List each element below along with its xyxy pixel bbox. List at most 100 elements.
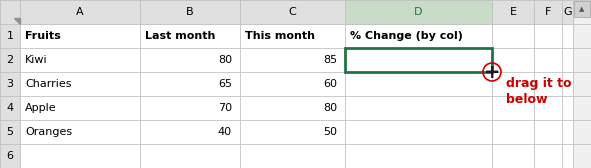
Bar [492, 72, 534, 96]
Bar [573, 120, 591, 144]
Bar [0, 48, 20, 72]
Bar [240, 0, 345, 24]
Bar [345, 96, 492, 120]
Bar [492, 144, 534, 168]
Bar [0, 120, 20, 144]
Bar [573, 48, 591, 72]
Bar [492, 0, 534, 24]
Bar [573, 120, 591, 144]
Text: F: F [545, 7, 551, 17]
Text: Charries: Charries [25, 79, 72, 89]
Text: 6%: 6% [466, 55, 484, 65]
Bar [492, 24, 534, 48]
Bar [534, 0, 562, 24]
Bar [0, 120, 20, 144]
Bar [573, 72, 591, 96]
Bar [240, 72, 345, 96]
Bar [534, 48, 562, 72]
Bar [562, 24, 573, 48]
Bar [345, 48, 492, 72]
Bar [0, 0, 20, 24]
Bar [562, 0, 573, 24]
Bar [0, 96, 20, 120]
Bar [534, 72, 562, 96]
Bar [573, 24, 591, 48]
Bar [0, 144, 20, 168]
Bar [20, 120, 140, 144]
Text: % Change (by col): % Change (by col) [350, 31, 463, 41]
Text: 4: 4 [7, 103, 14, 113]
Text: Fruits: Fruits [25, 31, 61, 41]
Text: 1: 1 [7, 31, 14, 41]
Bar [240, 48, 345, 72]
Text: A: A [76, 7, 84, 17]
Text: ▲: ▲ [579, 6, 584, 12]
Text: 60: 60 [323, 79, 337, 89]
Text: G: G [563, 7, 572, 17]
Bar [562, 48, 573, 72]
Bar [345, 144, 492, 168]
Bar [240, 96, 345, 120]
Bar [0, 144, 20, 168]
Bar [0, 24, 20, 48]
Bar [562, 0, 573, 24]
Bar [534, 24, 562, 48]
Text: 5: 5 [7, 127, 14, 137]
Bar [0, 48, 20, 72]
Bar [140, 48, 240, 72]
Bar [534, 120, 562, 144]
Bar [20, 72, 140, 96]
Text: B: B [186, 7, 194, 17]
Bar [20, 96, 140, 120]
Bar [573, 48, 591, 72]
Bar [492, 48, 534, 72]
Bar [573, 0, 591, 24]
Text: Apple: Apple [25, 103, 57, 113]
Text: 3: 3 [7, 79, 14, 89]
Bar [140, 144, 240, 168]
Bar [573, 0, 591, 24]
Bar [562, 120, 573, 144]
Bar [20, 24, 140, 48]
Bar [534, 96, 562, 120]
Text: 80: 80 [218, 55, 232, 65]
Bar [345, 0, 492, 24]
Bar [573, 96, 591, 120]
Bar [573, 0, 591, 24]
Bar [562, 144, 573, 168]
Bar [0, 0, 20, 24]
Text: 6: 6 [7, 151, 14, 161]
Text: 80: 80 [323, 103, 337, 113]
Bar [140, 0, 240, 24]
Text: E: E [509, 7, 517, 17]
Bar [573, 72, 591, 96]
Bar [20, 144, 140, 168]
Text: Kiwi: Kiwi [25, 55, 48, 65]
Bar [240, 0, 345, 24]
Bar [345, 72, 492, 96]
Bar [0, 96, 20, 120]
Bar [140, 96, 240, 120]
Text: 40: 40 [218, 127, 232, 137]
Text: 65: 65 [218, 79, 232, 89]
Bar [534, 144, 562, 168]
Bar [573, 144, 591, 168]
Bar [240, 24, 345, 48]
Bar [345, 0, 492, 24]
Text: 2: 2 [7, 55, 14, 65]
Text: 70: 70 [218, 103, 232, 113]
Bar [20, 0, 140, 24]
Text: C: C [288, 7, 296, 17]
Text: drag it to
below: drag it to below [506, 77, 571, 106]
Bar [534, 0, 562, 24]
Bar [20, 48, 140, 72]
Bar [0, 24, 20, 48]
Bar [345, 24, 492, 48]
Bar [0, 72, 20, 96]
Bar [492, 0, 534, 24]
Bar [573, 96, 591, 120]
Bar [240, 144, 345, 168]
Text: +: + [484, 62, 500, 81]
Bar [140, 0, 240, 24]
Bar [492, 96, 534, 120]
